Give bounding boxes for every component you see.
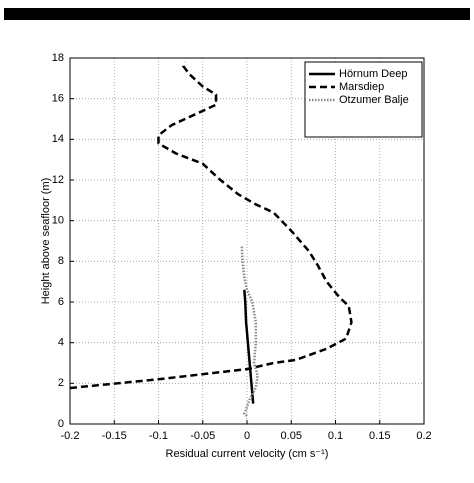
x-tick-label: -0.1 [149, 430, 168, 442]
y-tick-label: 12 [52, 174, 64, 186]
y-tick-label: 4 [58, 337, 64, 349]
y-axis-label: Height above seafloor (m) [40, 178, 52, 305]
x-tick-label: 0.05 [281, 430, 302, 442]
legend-label: Otzumer Balje [339, 94, 409, 106]
series-line [240, 244, 259, 417]
header-bar [4, 8, 470, 20]
series-line [69, 61, 353, 390]
y-tick-label: 8 [58, 255, 64, 267]
x-tick-label: -0.2 [61, 430, 80, 442]
x-tick-label: 0.15 [369, 430, 390, 442]
x-tick-label: 0.2 [416, 430, 431, 442]
x-tick-label: -0.05 [190, 430, 215, 442]
x-tick-label: -0.15 [102, 430, 127, 442]
y-tick-label: 6 [58, 296, 64, 308]
series-line [243, 289, 255, 404]
x-tick-label: 0 [244, 430, 250, 442]
y-tick-label: 10 [52, 215, 64, 227]
y-tick-label: 16 [52, 93, 64, 105]
legend-label: Hörnum Deep [339, 68, 407, 80]
y-tick-label: 14 [52, 133, 64, 145]
y-tick-label: 0 [58, 418, 64, 430]
x-tick-label: 0.1 [328, 430, 343, 442]
legend-label: Marsdiep [339, 81, 384, 93]
y-tick-label: 2 [58, 377, 64, 389]
plot-frame [69, 57, 425, 425]
x-axis-label: Residual current velocity (cm s⁻¹) [166, 448, 329, 460]
y-tick-label: 18 [52, 52, 64, 64]
